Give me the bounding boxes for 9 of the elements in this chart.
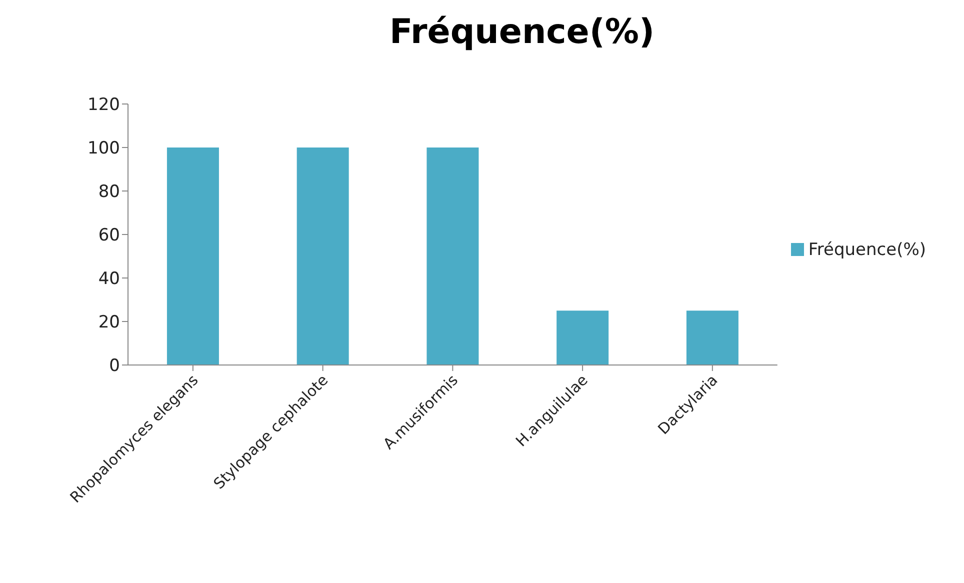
chart-title: Fréquence(%) bbox=[388, 11, 656, 54]
y-tick-label: 60 bbox=[98, 226, 120, 246]
y-tick-label: 100 bbox=[88, 138, 120, 159]
y-tick-label: 120 bbox=[88, 95, 120, 116]
y-tick-label: 0 bbox=[109, 356, 120, 376]
y-tick-label: 40 bbox=[98, 269, 120, 290]
legend-label: Fréquence(%) bbox=[808, 240, 926, 260]
y-tick-label: 20 bbox=[98, 312, 120, 333]
y-tick-label: 80 bbox=[98, 182, 120, 202]
